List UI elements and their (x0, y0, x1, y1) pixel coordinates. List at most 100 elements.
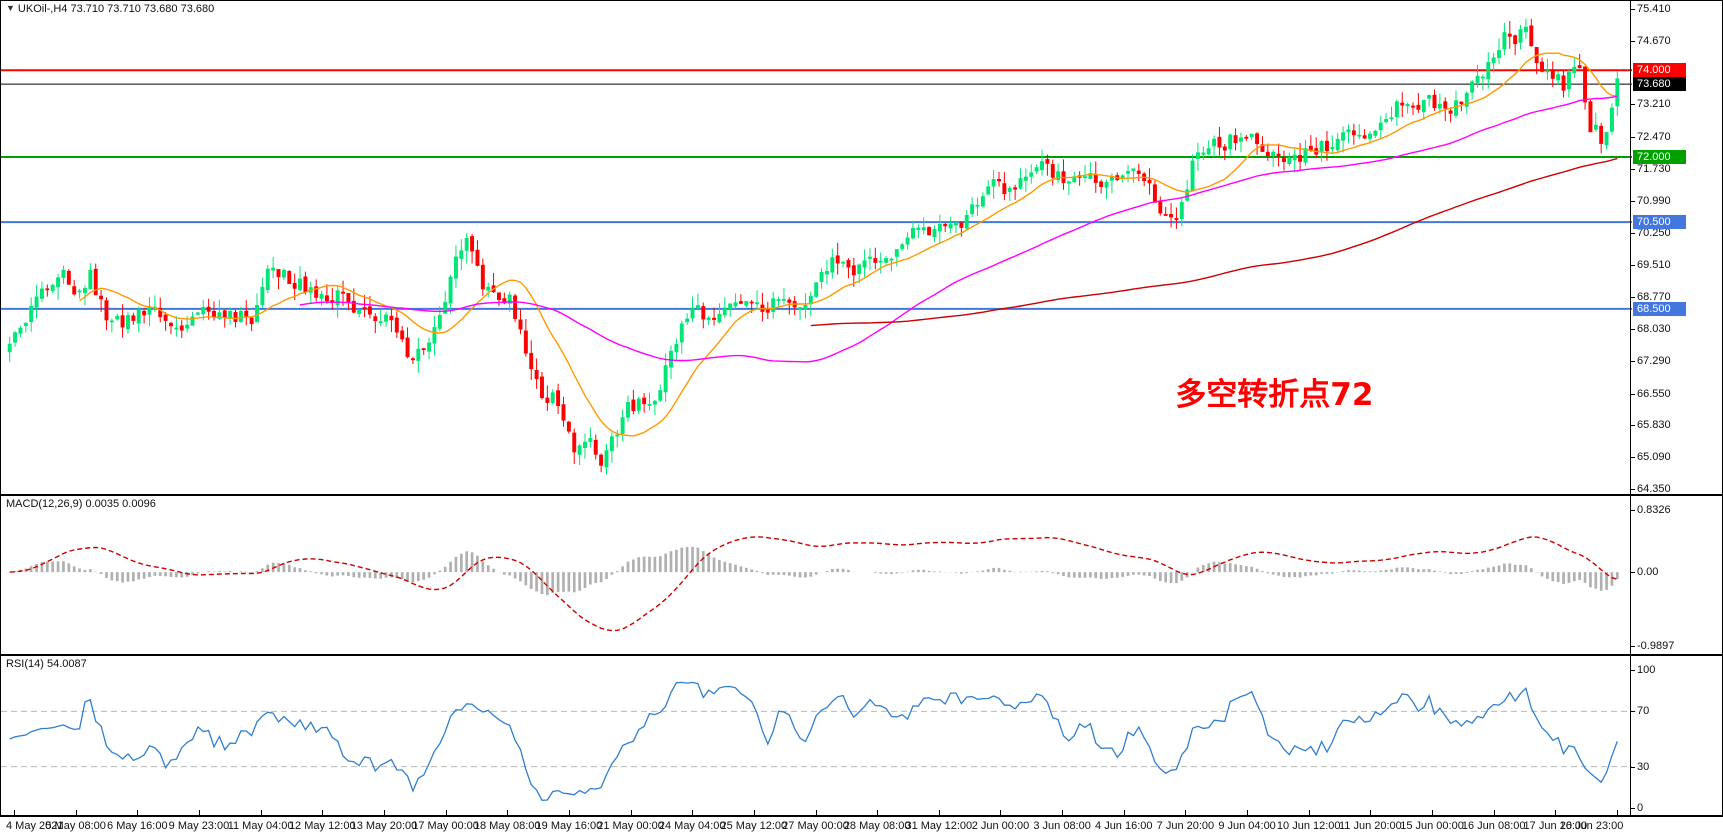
rsi-plot-area[interactable] (1, 656, 1722, 815)
macd-axis-tickmark (1631, 572, 1635, 574)
price-axis-tickmark (1631, 41, 1635, 43)
rsi-series (1, 681, 1632, 801)
rsi-pane[interactable]: RSI(14) 54.0087 100 70 30 0 (0, 655, 1723, 816)
time-axis-label: 12 May 12:00 (288, 820, 356, 832)
price-plot-area[interactable] (1, 1, 1722, 494)
time-axis-label: 2 Jun 00:00 (971, 820, 1030, 832)
price-axis-tickmark (1631, 168, 1635, 170)
price-axis-tickmark (1631, 200, 1635, 202)
price-axis-tick-label: 66.550 (1637, 387, 1671, 400)
time-axis-label: 25 May 12:00 (720, 820, 788, 832)
price-axis-tick-label: 71.730 (1637, 162, 1671, 175)
price-axis-tick-label: 68.770 (1637, 291, 1671, 304)
time-axis-tickmark (507, 810, 509, 817)
time-axis-tickmark (877, 810, 879, 817)
time-axis-label: 3 Jun 08:00 (1033, 820, 1091, 832)
macd-axis-tickmark (1631, 510, 1635, 511)
time-axis-tickmark (1493, 810, 1495, 817)
time-axis-tickmark (938, 810, 940, 817)
time-axis-tickmark (1617, 810, 1618, 817)
time-axis-label: 9 May 23:00 (168, 820, 230, 832)
time-axis-tickmark (692, 810, 694, 817)
price-axis-tickmark (1631, 329, 1635, 331)
price-axis-tick-label: 70.990 (1637, 194, 1671, 207)
price-axis-tickmark (1631, 9, 1635, 10)
price-level-label[interactable]: 68.500 (1633, 301, 1686, 316)
price-axis-tickmark (1631, 361, 1635, 363)
time-axis-tickmark (1185, 810, 1187, 817)
price-axis[interactable]: 75.410 74.670 73.210 72.470 71.730 70.990 70.2… (1630, 1, 1722, 495)
price-axis-tickmark (1631, 393, 1635, 395)
macd-axis-tick-label: -0.9897 (1637, 640, 1675, 652)
time-axis-label: 19 May 16:00 (535, 820, 603, 832)
time-axis-tickmark (383, 810, 385, 817)
rsi-axis-tick-label: 30 (1637, 760, 1650, 773)
price-axis-tick-label: 68.030 (1637, 323, 1671, 336)
price-pane[interactable]: ▼ UKOil-,H4 73.710 73.710 73.680 73.680 7… (0, 0, 1723, 495)
time-axis-tickmark (815, 810, 817, 817)
macd-axis[interactable]: 0.8326 0.00 -0.9897 (1630, 496, 1722, 654)
price-axis-tickmark (1631, 104, 1635, 106)
price-axis-tick-label: 69.510 (1637, 259, 1671, 272)
time-axis-label: 17 Jun 16:00 (1523, 820, 1588, 832)
macd-series (9, 536, 1619, 632)
time-axis-label: 5 May 08:00 (45, 820, 106, 832)
time-axis-tickmark (1062, 810, 1064, 817)
time-axis-tickmark (1555, 810, 1557, 817)
time-axis-tickmark (445, 810, 447, 817)
macd-axis-tick-label: 0.00 (1637, 566, 1659, 579)
time-axis-label: 11 Jun 20:00 (1338, 820, 1402, 832)
price-axis-tickmark (1631, 232, 1635, 234)
time-axis-tickmark (137, 810, 139, 817)
time-axis-label: 4 Jun 16:00 (1095, 820, 1153, 832)
price-level-label[interactable]: 73.680 (1633, 77, 1686, 92)
time-axis-label: 27 May 00:00 (782, 820, 849, 832)
rsi-axis-tickmark (1631, 670, 1635, 671)
rsi-axis-tick-label: 0 (1637, 802, 1644, 814)
macd-label: MACD(12,26,9) 0.0035 0.0096 (6, 498, 156, 510)
time-axis-tickmark (1000, 810, 1002, 817)
time-axis-tickmark (322, 810, 324, 817)
price-level-label[interactable]: 72.000 (1633, 149, 1686, 164)
time-axis-tickmark (753, 810, 755, 817)
time-axis-label: 17 May 00:00 (412, 820, 479, 832)
time-axis-tickmark (198, 810, 200, 817)
macd-axis-tickmark (1631, 646, 1635, 647)
rsi-axis-tickmark (1631, 766, 1635, 768)
rsi-axis-tick-label: 100 (1637, 664, 1656, 676)
price-axis-tick-label: 64.350 (1637, 483, 1671, 495)
time-axis-tickmark (1247, 810, 1249, 817)
price-pane-header: ▼ UKOil-,H4 73.710 73.710 73.680 73.680 (6, 3, 214, 15)
time-axis-tickmark (14, 810, 15, 817)
price-axis-tick-label: 70.250 (1637, 226, 1671, 239)
time-axis-tickmark (260, 810, 262, 817)
triangle-down-icon[interactable]: ▼ (6, 3, 15, 13)
macd-plot-area[interactable] (1, 496, 1722, 654)
price-axis-tick-label: 65.830 (1637, 418, 1671, 431)
macd-pane[interactable]: MACD(12,26,9) 0.0035 0.0096 0.8326 0.00 -0… (0, 495, 1723, 655)
chart-annotation[interactable]: 多空转折点72 (1175, 377, 1374, 413)
price-axis-tick-label: 74.670 (1637, 35, 1671, 48)
time-axis-tickmark (1370, 810, 1372, 817)
time-axis-label: 13 May 20:00 (350, 820, 418, 832)
rsi-label: RSI(14) 54.0087 (6, 658, 87, 670)
time-axis-label: 6 May 16:00 (107, 820, 168, 832)
time-axis-label: 15 Jun 00:00 (1400, 820, 1464, 832)
price-axis-tickmark (1631, 489, 1635, 490)
price-axis-tickmark (1631, 297, 1635, 299)
rsi-axis-tickmark (1631, 808, 1635, 809)
price-level-label[interactable]: 70.500 (1633, 215, 1686, 230)
price-level-label[interactable]: 74.000 (1633, 63, 1686, 78)
price-axis-tick-label: 65.090 (1637, 450, 1671, 463)
time-axis-tickmark (1308, 810, 1310, 817)
time-axis[interactable]: 4 May 2021 5 May 08:00 6 May 16:00 9 May 23… (0, 810, 1723, 838)
price-axis-tickmark (1631, 456, 1635, 458)
time-axis-label: 11 May 04:00 (227, 820, 294, 832)
time-axis-tickmark (630, 810, 632, 817)
time-axis-tickmark (1123, 810, 1125, 817)
rsi-axis[interactable]: 100 70 30 0 (1630, 656, 1722, 815)
time-axis-label: 16 Jun 08:00 (1461, 820, 1526, 832)
time-axis-label: 7 Jun 20:00 (1156, 820, 1215, 832)
rsi-axis-tick-label: 70 (1637, 705, 1650, 718)
